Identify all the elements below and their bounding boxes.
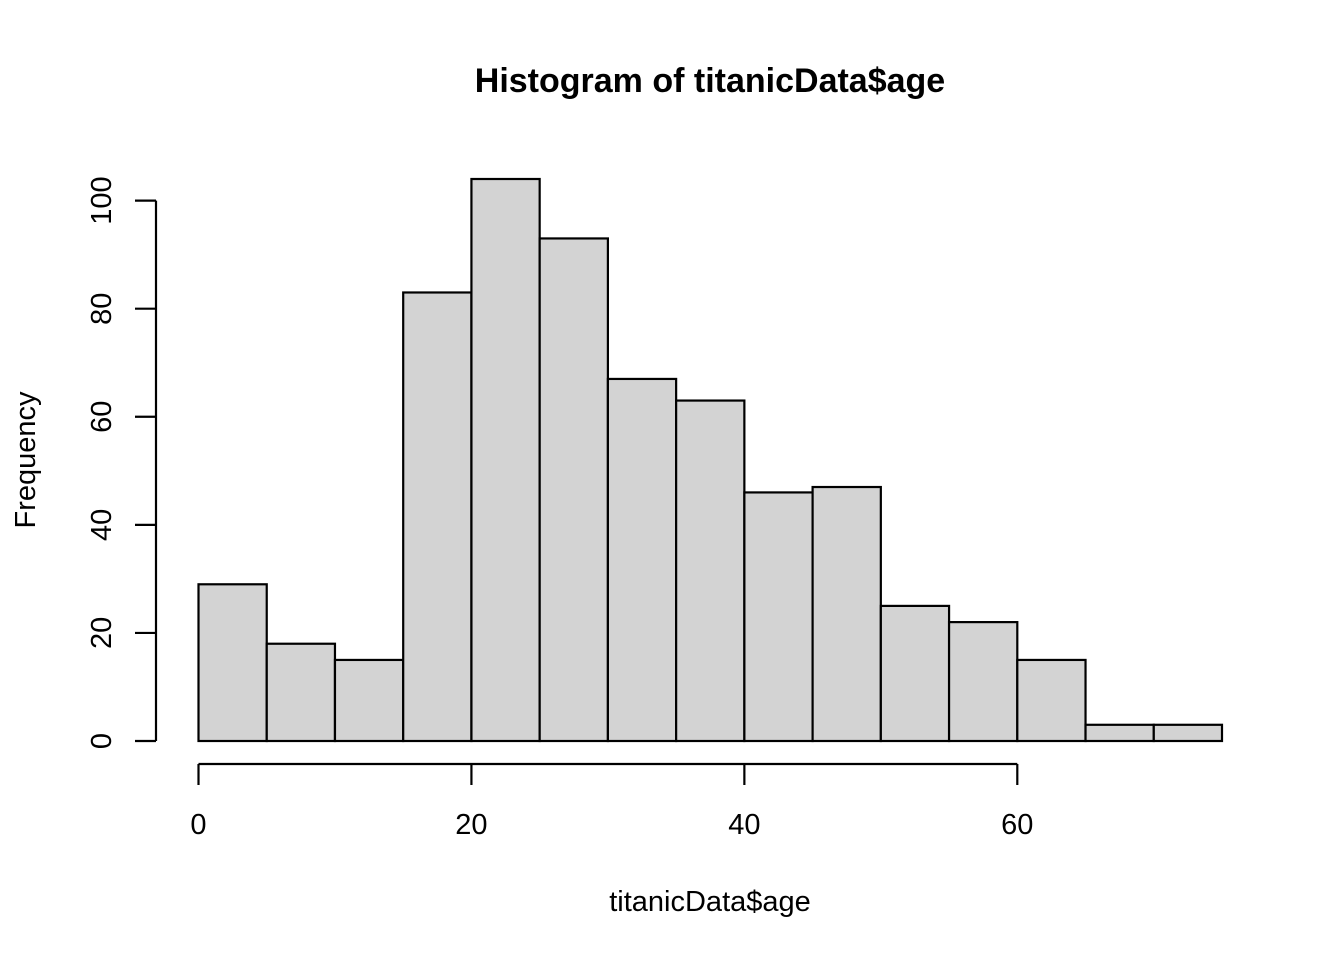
histogram-bar xyxy=(811,485,882,743)
x-tick-label: 60 xyxy=(1001,809,1033,841)
histogram-bar xyxy=(333,658,405,743)
x-axis: 0 20 40 60 xyxy=(190,762,1033,841)
histogram-bar xyxy=(606,377,678,743)
x-tick-label: 20 xyxy=(455,809,487,841)
histogram-bar xyxy=(470,177,541,743)
y-tick-label: 40 xyxy=(86,509,118,541)
y-tick-label: 0 xyxy=(86,733,118,749)
y-axis-label: Frequency xyxy=(10,391,42,529)
histogram-bar xyxy=(538,237,610,743)
histogram-bar xyxy=(675,399,746,743)
histogram-bar xyxy=(1084,723,1155,743)
histogram-bar xyxy=(1016,658,1087,743)
histogram-bar xyxy=(1152,723,1224,743)
x-tick-label: 40 xyxy=(728,809,760,841)
histogram-bar xyxy=(265,642,337,743)
histogram-bar xyxy=(947,621,1019,743)
histogram-bar xyxy=(197,583,268,743)
histogram-bar xyxy=(402,291,473,743)
chart-title: Histogram of titanicData$age xyxy=(475,62,945,100)
y-axis: 0 20 40 60 80 100 xyxy=(86,176,158,749)
histogram-bar xyxy=(743,491,814,743)
y-tick-label: 20 xyxy=(86,617,118,649)
bars-group xyxy=(197,177,1224,743)
y-tick-label: 80 xyxy=(86,293,118,325)
y-tick-label: 60 xyxy=(86,401,118,433)
x-tick-label: 0 xyxy=(190,809,206,841)
histogram-bar xyxy=(879,604,951,743)
x-axis-label: titanicData$age xyxy=(609,886,811,918)
y-tick-label: 100 xyxy=(86,176,118,224)
